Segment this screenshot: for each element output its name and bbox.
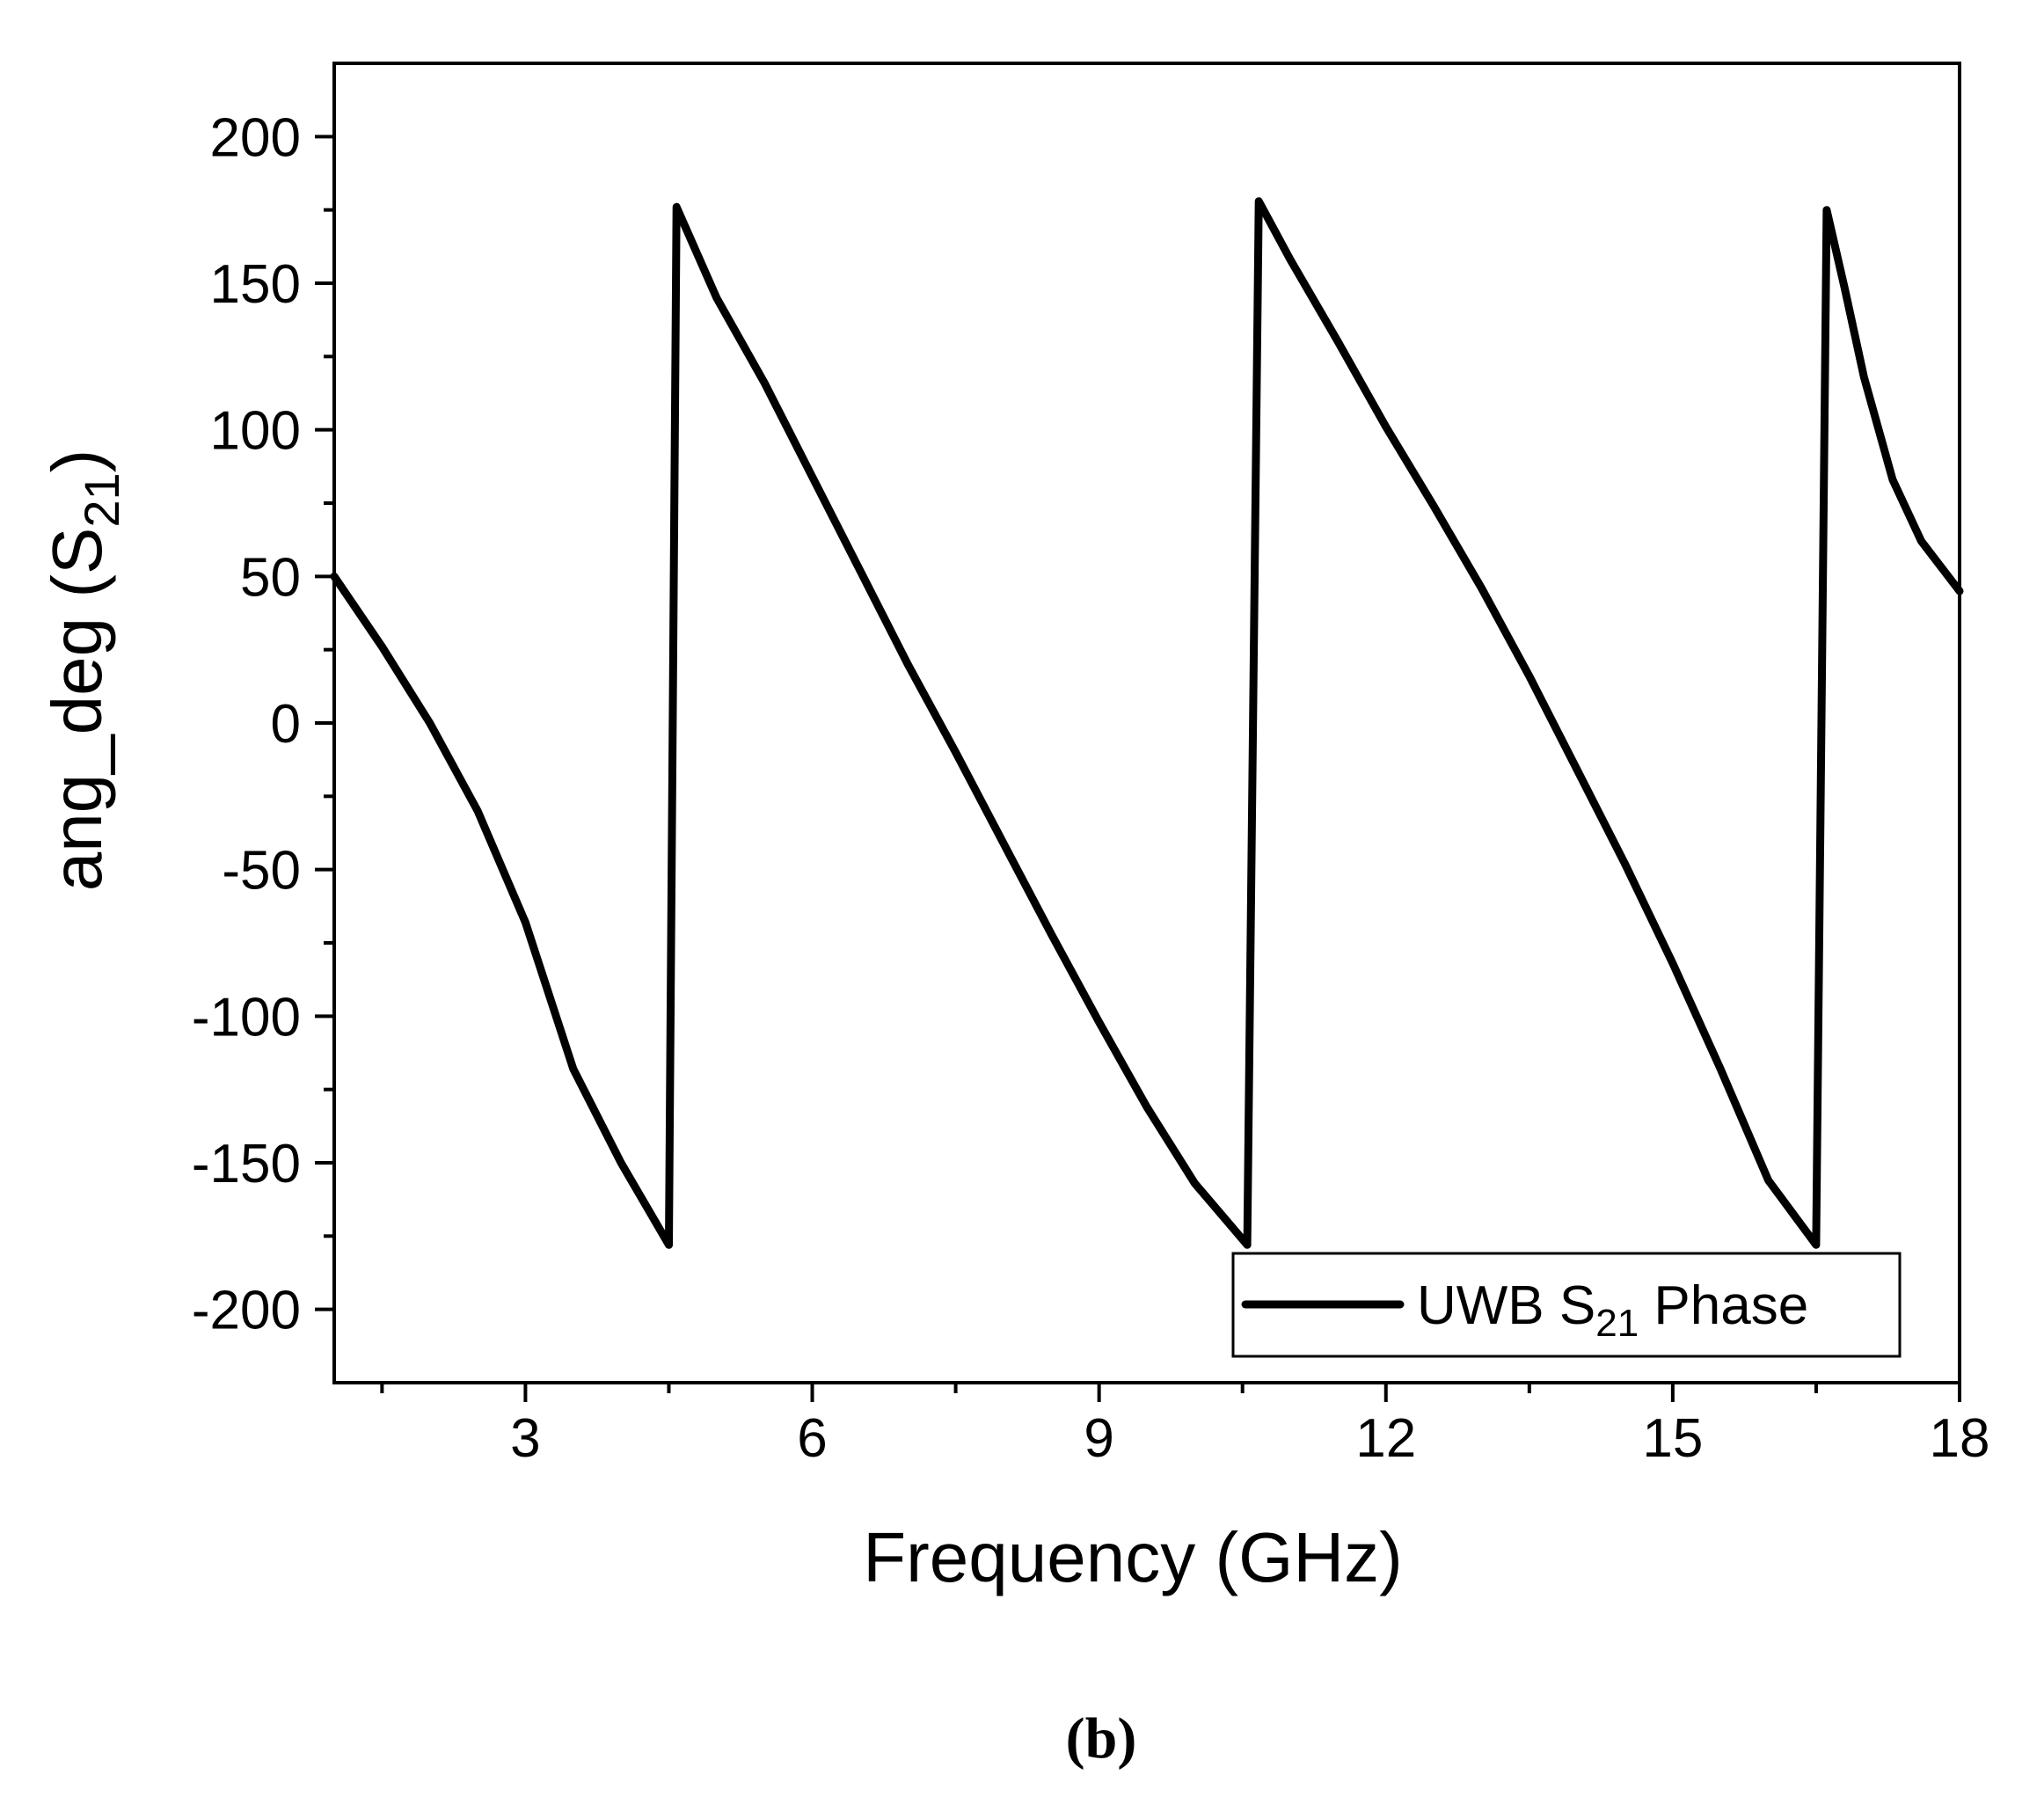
y-tick-label: -150 <box>192 1134 301 1194</box>
x-axis: 3 6 9 12 15 18 <box>380 1383 1990 1469</box>
x-axis-title: Frequency (GHz) <box>863 1518 1402 1596</box>
plot-area-border <box>332 62 1961 1384</box>
x-tick-label: 6 <box>797 1408 827 1469</box>
legend-label-prefix: UWB S <box>1417 1275 1595 1336</box>
series-line-uwb-s21-phase <box>330 197 1964 1249</box>
y-axis-title-prefix: ang_deg (S <box>38 528 116 892</box>
y-axis: 200 150 100 50 0 -50 -100 -150 -200 <box>192 107 334 1341</box>
y-tick-label: 0 <box>271 694 301 755</box>
y-tick-label: 150 <box>210 254 301 315</box>
y-axis-title-suffix: ) <box>38 449 116 473</box>
x-tick-label: 12 <box>1355 1408 1416 1469</box>
y-tick-label: -100 <box>192 987 301 1048</box>
series-layer <box>330 197 1964 1249</box>
x-tick-label: 9 <box>1084 1408 1113 1469</box>
y-tick-label: 200 <box>210 107 301 168</box>
legend-label: UWB S21 Phase <box>1417 1275 1808 1345</box>
x-tick-label: 18 <box>1930 1408 1990 1469</box>
figure-caption: (b) <box>1066 1706 1137 1771</box>
x-tick-label: 15 <box>1642 1408 1703 1469</box>
y-tick-label: 50 <box>240 547 301 608</box>
legend-label-subscript: 21 <box>1595 1302 1639 1345</box>
plot-frame <box>332 62 1961 1384</box>
legend-label-suffix: Phase <box>1639 1275 1808 1336</box>
y-axis-title: ang_deg (S21) <box>38 449 129 892</box>
y-axis-title-subscript: 21 <box>74 472 129 527</box>
y-tick-label: 100 <box>210 401 301 462</box>
y-tick-label: -50 <box>222 841 301 902</box>
y-tick-label: -200 <box>192 1281 301 1341</box>
x-tick-label: 3 <box>510 1408 540 1469</box>
legend: UWB S21 Phase <box>1231 1252 1902 1358</box>
